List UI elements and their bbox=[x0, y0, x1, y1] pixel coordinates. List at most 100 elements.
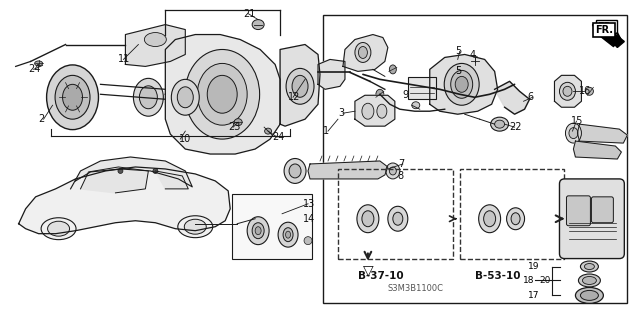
Ellipse shape bbox=[184, 219, 206, 234]
Text: ▽: ▽ bbox=[363, 263, 373, 278]
Ellipse shape bbox=[118, 168, 123, 174]
Ellipse shape bbox=[247, 217, 269, 245]
Ellipse shape bbox=[140, 86, 157, 109]
Ellipse shape bbox=[377, 104, 387, 118]
FancyBboxPatch shape bbox=[566, 196, 591, 226]
Text: 7: 7 bbox=[398, 159, 404, 169]
Ellipse shape bbox=[479, 205, 500, 233]
Bar bbox=[460, 169, 564, 259]
Text: 16: 16 bbox=[579, 86, 592, 96]
Polygon shape bbox=[577, 124, 627, 143]
Polygon shape bbox=[70, 157, 192, 189]
Ellipse shape bbox=[511, 213, 520, 225]
Ellipse shape bbox=[178, 216, 212, 238]
Ellipse shape bbox=[55, 75, 90, 119]
Ellipse shape bbox=[41, 218, 76, 240]
Text: 13: 13 bbox=[303, 199, 316, 209]
Ellipse shape bbox=[358, 47, 367, 58]
Ellipse shape bbox=[264, 128, 271, 134]
Ellipse shape bbox=[579, 274, 600, 287]
Text: 12: 12 bbox=[288, 92, 300, 102]
FancyBboxPatch shape bbox=[591, 197, 613, 223]
Text: S3M3B1100C: S3M3B1100C bbox=[388, 284, 444, 293]
Polygon shape bbox=[19, 167, 230, 234]
Ellipse shape bbox=[582, 277, 596, 285]
Polygon shape bbox=[605, 26, 625, 48]
Ellipse shape bbox=[580, 290, 598, 300]
Ellipse shape bbox=[283, 228, 293, 241]
Text: 6: 6 bbox=[527, 92, 534, 102]
Ellipse shape bbox=[484, 211, 495, 227]
Ellipse shape bbox=[451, 70, 473, 98]
Polygon shape bbox=[125, 25, 186, 66]
Ellipse shape bbox=[389, 65, 396, 74]
Polygon shape bbox=[165, 34, 280, 154]
Ellipse shape bbox=[412, 102, 420, 109]
Ellipse shape bbox=[584, 263, 595, 270]
Polygon shape bbox=[343, 34, 388, 71]
Text: B-53-10: B-53-10 bbox=[475, 271, 520, 280]
Text: 24: 24 bbox=[272, 132, 284, 142]
Text: FR.: FR. bbox=[597, 22, 616, 32]
Ellipse shape bbox=[362, 103, 374, 119]
Text: 8: 8 bbox=[398, 171, 404, 181]
Ellipse shape bbox=[559, 82, 575, 100]
Bar bbox=[232, 194, 312, 259]
Ellipse shape bbox=[234, 119, 242, 126]
Text: 11: 11 bbox=[118, 55, 131, 64]
Ellipse shape bbox=[304, 237, 312, 245]
Polygon shape bbox=[308, 161, 388, 179]
Ellipse shape bbox=[444, 63, 479, 105]
Text: 3: 3 bbox=[338, 108, 344, 118]
Text: 19: 19 bbox=[528, 262, 540, 271]
Ellipse shape bbox=[47, 65, 99, 130]
Text: 5: 5 bbox=[454, 47, 461, 56]
Text: 18: 18 bbox=[523, 276, 534, 285]
Ellipse shape bbox=[35, 61, 43, 66]
Text: 23: 23 bbox=[228, 122, 241, 132]
Ellipse shape bbox=[133, 78, 163, 116]
Ellipse shape bbox=[566, 123, 581, 143]
Ellipse shape bbox=[289, 164, 301, 178]
Ellipse shape bbox=[495, 120, 504, 128]
Ellipse shape bbox=[470, 56, 479, 67]
Ellipse shape bbox=[255, 227, 261, 235]
Ellipse shape bbox=[284, 159, 306, 183]
Polygon shape bbox=[573, 141, 621, 159]
Polygon shape bbox=[355, 95, 395, 126]
Ellipse shape bbox=[563, 86, 572, 96]
Text: 14: 14 bbox=[303, 214, 316, 224]
Ellipse shape bbox=[207, 75, 237, 113]
Ellipse shape bbox=[389, 167, 396, 175]
Text: 22: 22 bbox=[509, 122, 522, 132]
Ellipse shape bbox=[153, 168, 158, 174]
FancyBboxPatch shape bbox=[559, 179, 625, 259]
Text: 20: 20 bbox=[540, 276, 551, 285]
Ellipse shape bbox=[376, 89, 384, 99]
Polygon shape bbox=[280, 45, 320, 126]
Text: 24: 24 bbox=[29, 64, 41, 74]
Ellipse shape bbox=[47, 221, 70, 236]
Polygon shape bbox=[495, 81, 529, 114]
Ellipse shape bbox=[586, 87, 593, 95]
Text: B-37-10: B-37-10 bbox=[358, 271, 404, 280]
Bar bbox=[408, 78, 436, 99]
Ellipse shape bbox=[185, 49, 260, 139]
Ellipse shape bbox=[580, 261, 598, 272]
Polygon shape bbox=[318, 59, 345, 89]
Text: FR.: FR. bbox=[595, 25, 613, 34]
Ellipse shape bbox=[286, 68, 314, 104]
Text: 1: 1 bbox=[323, 126, 329, 136]
Ellipse shape bbox=[63, 84, 83, 110]
Ellipse shape bbox=[507, 208, 525, 230]
Ellipse shape bbox=[575, 287, 604, 303]
Ellipse shape bbox=[362, 211, 374, 227]
Ellipse shape bbox=[252, 223, 264, 239]
Ellipse shape bbox=[145, 33, 166, 47]
Text: 2: 2 bbox=[38, 114, 45, 124]
Text: 10: 10 bbox=[179, 134, 191, 144]
Ellipse shape bbox=[386, 163, 400, 179]
Polygon shape bbox=[81, 167, 148, 193]
Ellipse shape bbox=[388, 206, 408, 231]
Ellipse shape bbox=[285, 231, 291, 238]
